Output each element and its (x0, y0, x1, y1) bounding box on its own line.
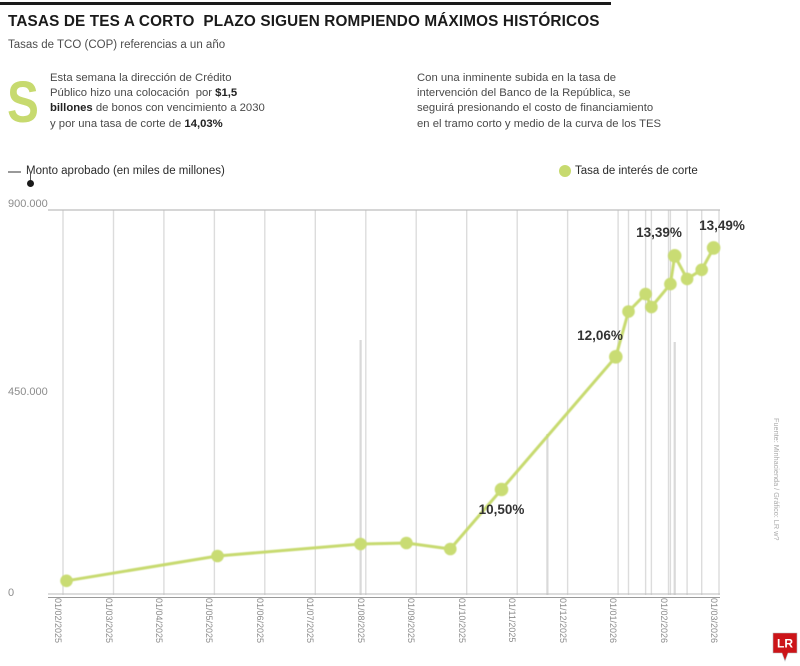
svg-text:10,50%: 10,50% (479, 502, 525, 517)
svg-text:12,06%: 12,06% (577, 328, 623, 343)
svg-text:13,49%: 13,49% (699, 218, 745, 233)
svg-text:LR: LR (777, 637, 793, 651)
svg-text:13,39%: 13,39% (636, 225, 682, 240)
